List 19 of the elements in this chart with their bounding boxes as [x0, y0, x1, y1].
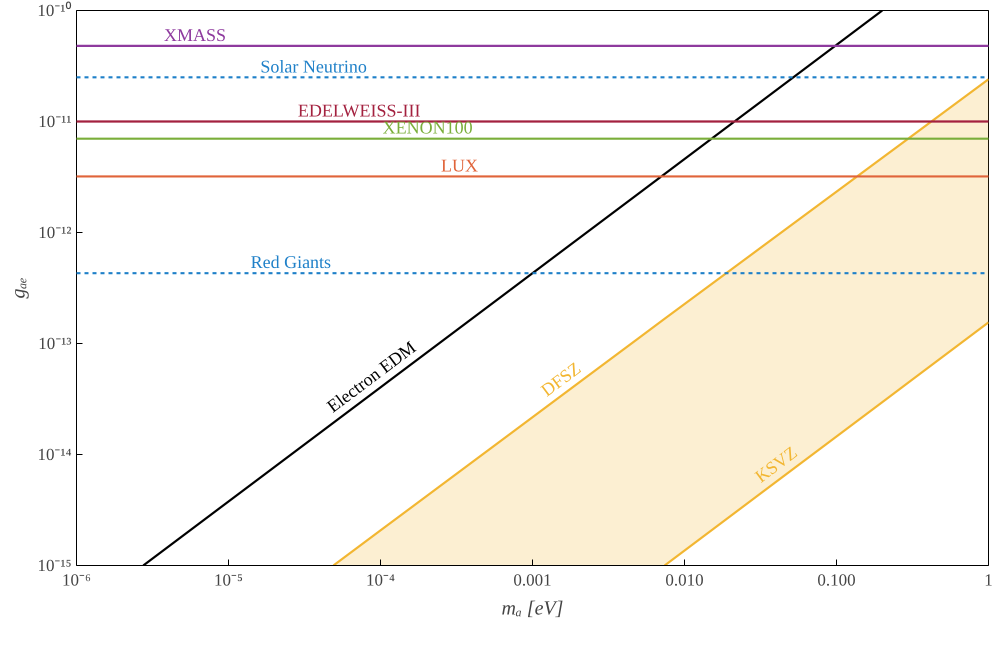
- x-tick-label: 10⁻⁵: [214, 570, 244, 590]
- ref-line-label: XMASS: [164, 24, 226, 45]
- x-axis-title: mₐ [eV]: [502, 598, 564, 620]
- x-tick-label: 10⁻⁴: [366, 570, 396, 590]
- y-tick-label: 10⁻¹³: [38, 334, 72, 353]
- ref-line-label: EDELWEISS-III: [298, 100, 421, 120]
- y-tick-label: 10⁻¹²: [38, 223, 72, 242]
- y-tick-label: 10⁻¹¹: [38, 112, 72, 131]
- ref-line-label: LUX: [441, 155, 478, 176]
- y-tick-label: 10⁻¹⁴: [37, 445, 72, 464]
- y-axis-title: gₐₑ: [7, 277, 30, 299]
- x-tick-label: 0.100: [817, 570, 856, 590]
- ref-line-label: XENON100: [382, 118, 473, 138]
- x-tick-label: 0.001: [513, 570, 552, 590]
- x-tick-label: 0.010: [665, 570, 704, 590]
- x-tick-label: 1: [984, 570, 993, 590]
- ref-line-label: Red Giants: [250, 252, 332, 272]
- ref-line-label: Solar Neutrino: [260, 56, 367, 76]
- y-tick-label: 10⁻¹⁰: [37, 1, 72, 20]
